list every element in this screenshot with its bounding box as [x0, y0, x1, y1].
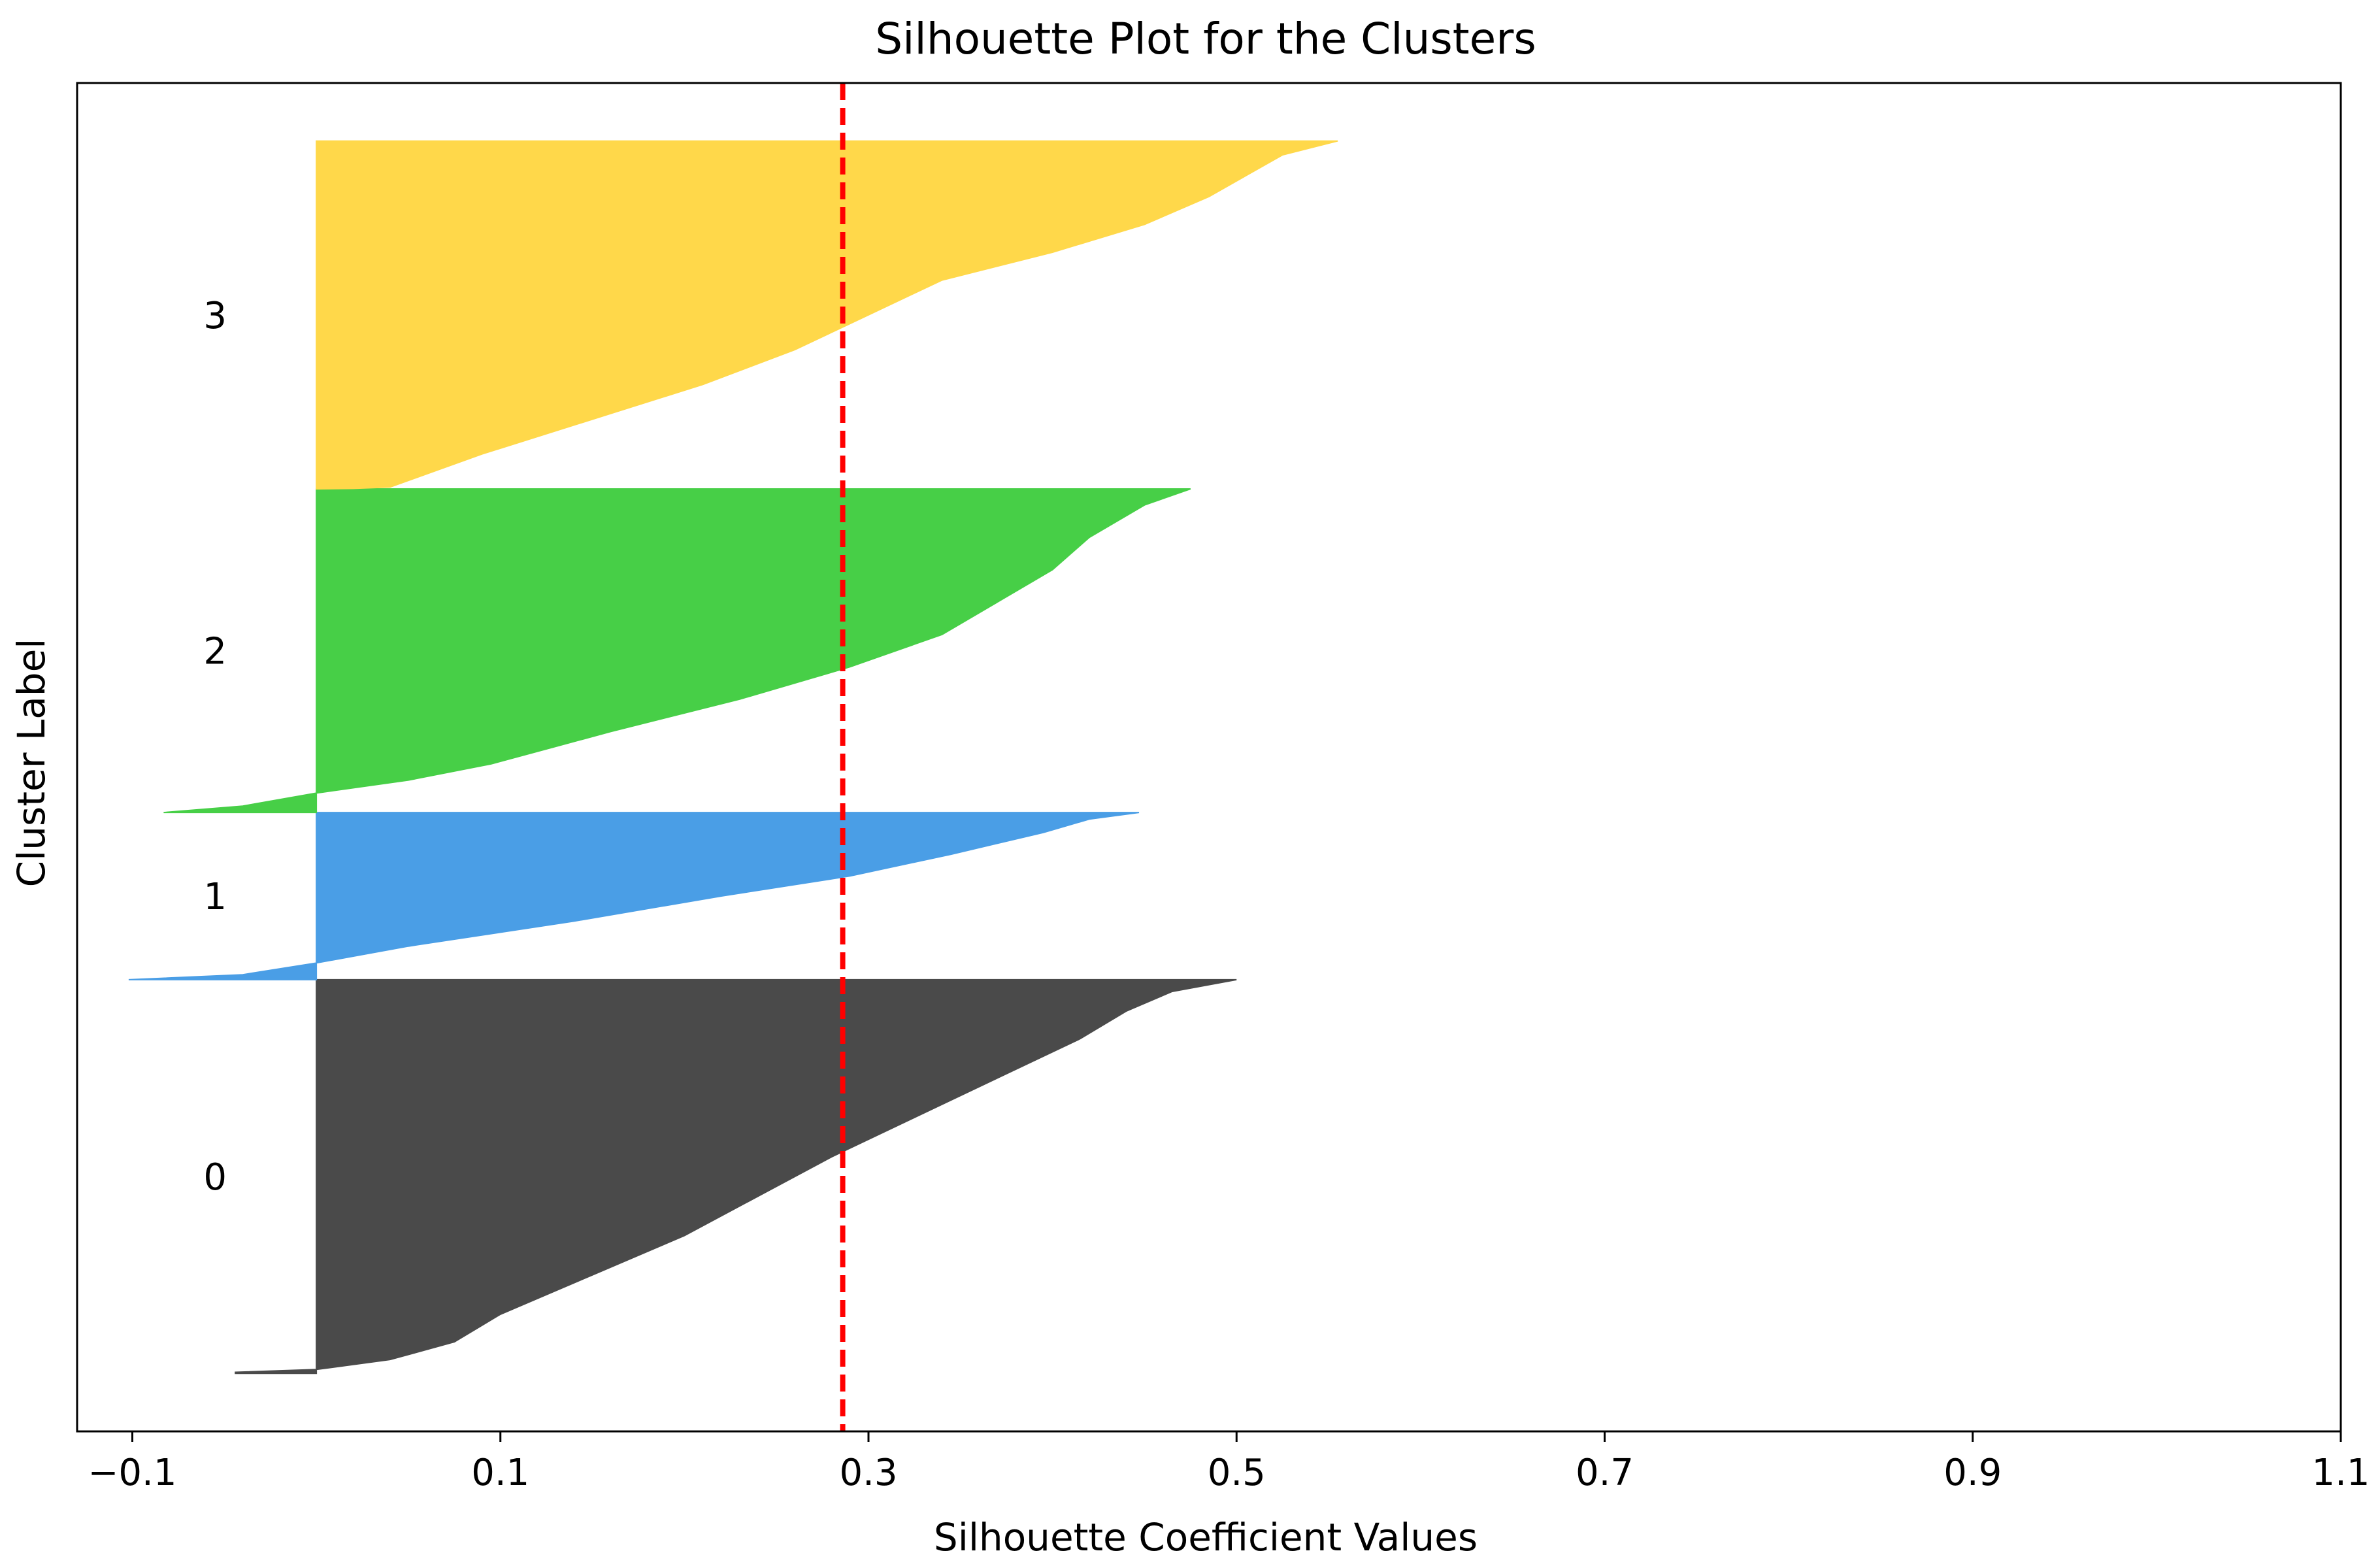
plot-frame: [76, 82, 2342, 1433]
x-tick-label: 0.9: [1943, 1452, 2002, 1494]
cluster-label-0: 0: [203, 1156, 227, 1199]
silhouette-area-cluster-0: [235, 978, 1237, 1375]
x-tick-label: 0.1: [471, 1452, 529, 1494]
cluster-label-3: 3: [203, 295, 227, 337]
x-tick-label: 0.7: [1576, 1452, 1634, 1494]
silhouette-area-cluster-3: [316, 140, 1338, 490]
y-axis-label: Cluster Label: [9, 639, 54, 888]
cluster-labels-layer: 0 1 2 3: [203, 295, 227, 1199]
x-tick-label: 1.1: [2311, 1452, 2370, 1494]
x-tick-label: 0.5: [1208, 1452, 1266, 1494]
cluster-label-2: 2: [203, 631, 227, 673]
chart-title: Silhouette Plot for the Clusters: [875, 14, 1536, 64]
x-tick-label: 0.3: [839, 1452, 897, 1494]
silhouette-series-layer: [128, 140, 1338, 1375]
silhouette-area-cluster-2: [163, 488, 1191, 814]
x-axis-label: Silhouette Coefficient Values: [934, 1515, 1478, 1560]
silhouette-area-cluster-1: [128, 812, 1140, 980]
cluster-label-1: 1: [203, 876, 227, 918]
x-tick-label: −0.1: [88, 1452, 176, 1494]
axes-layer: −0.1 0.1 0.3 0.5 0.7 0.9 1.1: [76, 82, 2370, 1494]
